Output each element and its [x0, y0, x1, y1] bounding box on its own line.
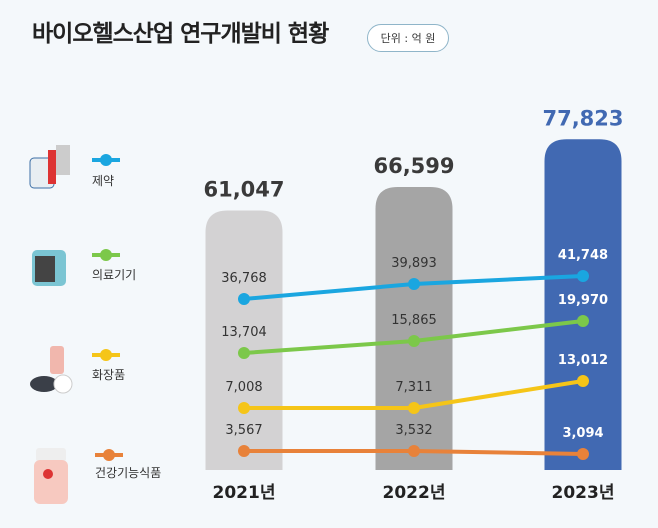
total-label: 77,823 [542, 106, 623, 130]
legend-marker [103, 449, 115, 461]
data-label: 3,532 [395, 423, 432, 438]
data-point [577, 448, 589, 460]
bar-2021년 [205, 210, 283, 471]
year-label: 2021년 [213, 483, 276, 503]
legend-label-pharma: 제약 [92, 174, 115, 188]
data-point [408, 278, 420, 290]
legend-label-cosmetics: 화장품 [92, 368, 126, 382]
legend-marker [100, 349, 112, 361]
pill-bottle-icon [48, 150, 56, 184]
data-label: 13,704 [221, 325, 267, 340]
data-point [408, 402, 420, 414]
bar-2023년 [544, 139, 622, 470]
data-label: 41,748 [558, 248, 608, 263]
unit-badge: 단위 : 억 원 [367, 24, 449, 52]
data-label: 39,893 [391, 256, 437, 271]
year-label: 2022년 [383, 483, 446, 503]
bar-2022년 [375, 186, 453, 470]
data-label: 3,567 [225, 423, 262, 438]
data-label: 36,768 [221, 271, 267, 286]
data-label: 7,311 [395, 380, 432, 395]
data-point [408, 445, 420, 457]
legend-label-medical-devices: 의료기기 [92, 268, 137, 282]
data-point [577, 270, 589, 282]
data-label: 19,970 [558, 293, 608, 308]
data-label: 7,008 [225, 380, 262, 395]
supplement-bottle-icon [43, 469, 53, 479]
data-point [238, 402, 250, 414]
supplement-bottle-icon [36, 448, 66, 462]
smartwatch-icon [35, 256, 55, 282]
page-title: 바이오헬스산업 연구개발비 현황 [32, 21, 329, 47]
legend-label-health-food: 건강기능식품 [95, 466, 162, 480]
cosmetics-icon [30, 376, 58, 392]
data-label: 15,865 [391, 313, 437, 328]
data-point [238, 445, 250, 457]
year-label: 2023년 [552, 483, 615, 503]
total-label: 66,599 [373, 154, 454, 178]
data-point [577, 375, 589, 387]
data-point [408, 335, 420, 347]
data-label: 13,012 [558, 353, 608, 368]
data-point [238, 347, 250, 359]
data-point [577, 315, 589, 327]
legend-marker [100, 249, 112, 261]
data-point [238, 293, 250, 305]
data-label: 3,094 [562, 426, 603, 441]
legend-marker [100, 154, 112, 166]
total-label: 61,047 [203, 178, 284, 202]
cosmetics-icon [50, 346, 64, 374]
cosmetics-icon [53, 374, 73, 394]
pill-bottle-icon [56, 145, 70, 175]
supplement-bottle-icon [34, 460, 68, 504]
